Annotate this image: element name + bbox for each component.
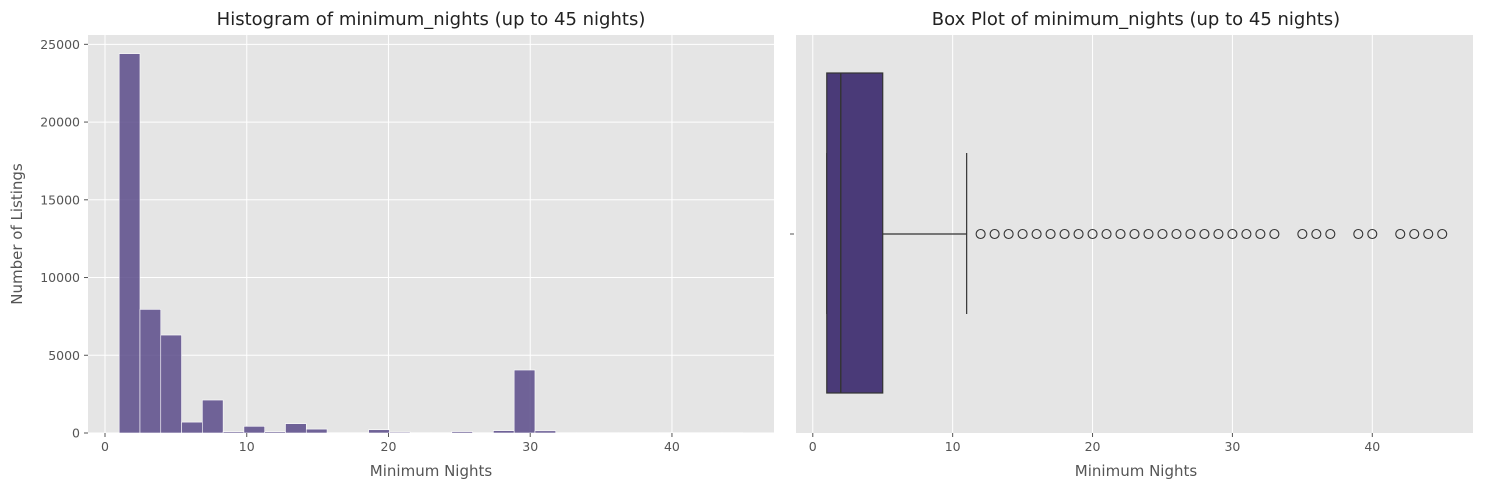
boxplot-title: Box Plot of minimum_nights (up to 45 nig… (932, 9, 1340, 30)
boxplot-outlier-point (1185, 228, 1196, 240)
histogram-bar (181, 421, 203, 434)
boxplot-x-tick-label: 30 (1224, 439, 1240, 454)
histogram-bar (493, 430, 515, 434)
histogram-bar (243, 426, 266, 434)
histogram-bar (513, 369, 536, 434)
histogram-bars (118, 53, 744, 434)
histogram-x-ticks: 0 10 20 30 40 (101, 433, 680, 454)
boxplot-outlier-point (1353, 228, 1364, 240)
boxplot-outlier-point (1073, 228, 1084, 240)
histogram-title: Histogram of minimum_nights (up to 45 ni… (217, 9, 646, 30)
histogram-y-tick-label: 25000 (40, 37, 80, 52)
boxplot-x-tick-label: 10 (945, 439, 961, 454)
boxplot-outlier-point (1017, 228, 1028, 240)
boxplot-outlier-point (1213, 228, 1224, 240)
histogram-bar (451, 431, 473, 434)
boxplot-outlier-point (1269, 228, 1280, 240)
histogram-x-tick-label: 0 (101, 439, 109, 454)
boxplot-outlier-point (1101, 228, 1112, 240)
boxplot-outlier-point (1423, 228, 1434, 240)
boxplot-x-tick-label: 40 (1364, 439, 1380, 454)
boxplot-outlier-point (1059, 228, 1070, 240)
boxplot-outlier-point (1325, 228, 1336, 240)
histogram-bar (264, 431, 286, 434)
histogram-y-tick-label: 20000 (40, 115, 80, 130)
histogram-bar (389, 431, 411, 434)
boxplot-outlier-point (1311, 228, 1322, 240)
boxplot-panel: 0 10 20 30 40 Box Plot of minimum_nights (up… (790, 9, 1473, 480)
histogram-plot-background (88, 35, 774, 433)
histogram-bar (285, 423, 307, 434)
boxplot-outlier-point (1157, 228, 1168, 240)
boxplot-body (826, 72, 968, 394)
histogram-y-tick-label: 5000 (48, 348, 80, 363)
boxplot-outlier-point (1045, 228, 1056, 240)
boxplot-outlier-point (1409, 228, 1420, 240)
histogram-bar (534, 430, 557, 434)
boxplot-box (826, 72, 884, 394)
boxplot-x-tick-label: 0 (809, 439, 817, 454)
boxplot-outliers (975, 228, 1448, 240)
boxplot-outlier-point (1395, 228, 1406, 240)
boxplot-x-tick-label: 20 (1085, 439, 1101, 454)
histogram-y-tick-label: 10000 (40, 270, 80, 285)
boxplot-outlier-point (1171, 228, 1182, 240)
histogram-x-axis-label: Minimum Nights (370, 462, 493, 480)
histogram-y-tick-label: 15000 (40, 192, 80, 207)
boxplot-outlier-point (1199, 228, 1210, 240)
boxplot-outlier-point (1255, 228, 1266, 240)
histogram-x-tick-label: 10 (239, 439, 255, 454)
boxplot-x-ticks: 0 10 20 30 40 (809, 433, 1380, 454)
boxplot-outlier-point (1031, 228, 1042, 240)
histogram-bar (305, 428, 328, 434)
histogram-x-tick-label: 40 (664, 439, 680, 454)
histogram-bar (202, 399, 224, 434)
boxplot-outlier-point (1437, 228, 1448, 240)
boxplot-outlier-point (1367, 228, 1378, 240)
histogram-bar (139, 309, 162, 434)
boxplot-outlier-point (1087, 228, 1098, 240)
histogram-x-tick-label: 20 (381, 439, 397, 454)
boxplot-outlier-point (989, 228, 1000, 240)
boxplot-outlier-point (1129, 228, 1140, 240)
histogram-panel: 0 10 20 30 40 0 5000 10000 15000 20000 25000 Hist… (8, 9, 774, 480)
boxplot-outlier-point (1115, 228, 1126, 240)
boxplot-outlier-point (1297, 228, 1308, 240)
histogram-y-ticks: 0 5000 10000 15000 20000 25000 (40, 37, 88, 441)
histogram-bar (118, 53, 141, 434)
boxplot-outlier-point (1143, 228, 1154, 240)
boxplot-outlier-point (1227, 228, 1238, 240)
histogram-x-tick-label: 30 (522, 439, 538, 454)
histogram-y-tick-label: 0 (72, 426, 80, 441)
boxplot-outlier-point (975, 228, 986, 240)
histogram-bar (160, 334, 182, 434)
histogram-bar (222, 431, 245, 434)
boxplot-x-axis-label: Minimum Nights (1075, 462, 1198, 480)
histogram-y-axis-label: Number of Listings (8, 163, 26, 305)
boxplot-outlier-point (1003, 228, 1014, 240)
boxplot-outlier-point (1241, 228, 1252, 240)
histogram-bar (368, 429, 390, 434)
